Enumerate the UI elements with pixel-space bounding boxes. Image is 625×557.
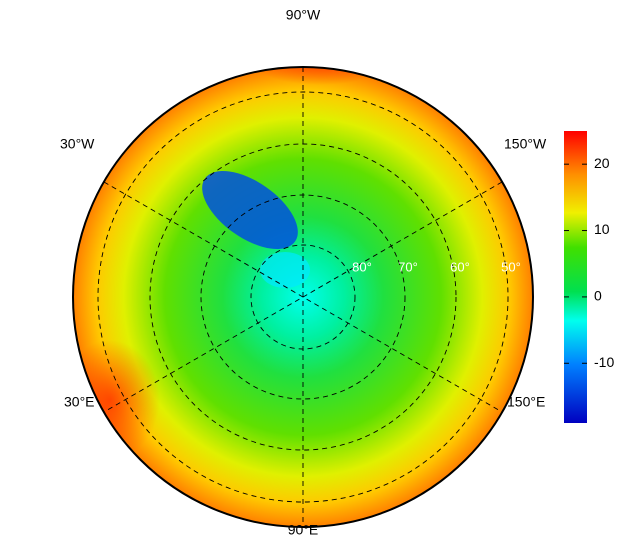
colorbar-tick-label: 0 <box>594 288 602 304</box>
lon-label: 30°E <box>64 394 95 410</box>
colorbar-tick-label: 20 <box>594 155 610 171</box>
colorbar <box>564 131 587 423</box>
lon-label: 90°E <box>288 522 319 538</box>
map-border <box>72 66 534 528</box>
colorbar-tick-label: 10 <box>594 221 610 237</box>
lat-label: 80° <box>352 259 372 274</box>
lon-label: 150°W <box>504 136 547 152</box>
lat-label: 60° <box>450 259 470 274</box>
lon-label: 30°W <box>60 136 95 152</box>
lat-label: 50° <box>501 259 521 274</box>
lon-label: 90°W <box>286 7 321 23</box>
colorbar-tick-label: -10 <box>594 354 614 370</box>
lat-label: 70° <box>398 259 418 274</box>
temperature-field <box>73 67 533 527</box>
lon-label: 150°E <box>507 394 545 410</box>
graticule <box>97 67 509 527</box>
